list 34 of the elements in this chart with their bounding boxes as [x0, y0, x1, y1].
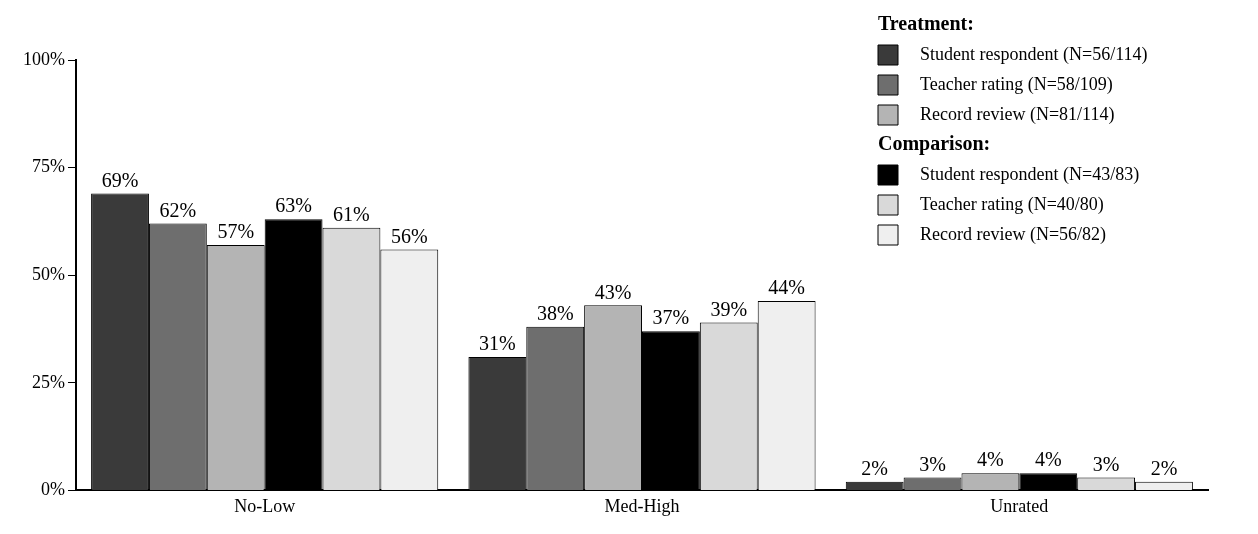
legend-label: Teacher rating (N=40/80)	[920, 193, 1104, 215]
data-label: 69%	[101, 168, 139, 191]
y-tick-label: 25%	[31, 371, 65, 392]
data-label: 56%	[390, 224, 428, 247]
data-label: 62%	[159, 198, 197, 221]
legend-label: Record review (N=81/114)	[920, 103, 1115, 125]
data-label: 4%	[977, 448, 1004, 471]
data-label: 3%	[919, 452, 946, 475]
x-tick-label: Med-High	[604, 495, 680, 516]
x-tick-label: No-Low	[234, 495, 296, 516]
legend-label: Student respondent (N=43/83)	[920, 163, 1140, 185]
data-label: 43%	[594, 280, 632, 303]
legend-label: Record review (N=56/82)	[920, 223, 1107, 245]
data-label: 39%	[710, 297, 748, 320]
y-tick-label: 75%	[31, 156, 65, 177]
data-label: 2%	[861, 457, 889, 480]
data-label: 31%	[479, 332, 516, 355]
data-label: 63%	[275, 194, 312, 217]
data-label: 4%	[1034, 448, 1062, 471]
y-tick-label: 0%	[40, 479, 65, 500]
data-label: 37%	[652, 306, 690, 329]
y-tick-label: 100%	[22, 48, 65, 69]
y-tick-label: 50%	[31, 263, 65, 284]
legend-label: Student respondent (N=56/114)	[920, 43, 1148, 65]
data-label: 44%	[768, 276, 805, 299]
data-label: 57%	[217, 220, 255, 243]
data-label: 61%	[333, 203, 370, 226]
data-label: 2%	[1150, 457, 1178, 480]
data-label: 38%	[536, 302, 574, 325]
annotation: Comparison:	[878, 132, 991, 156]
data-label: 3%	[1092, 452, 1120, 475]
x-tick-label: Unrated	[990, 495, 1049, 516]
text: Treatment:	[878, 12, 974, 35]
legend-label: Teacher rating (N=58/109)	[920, 73, 1113, 95]
